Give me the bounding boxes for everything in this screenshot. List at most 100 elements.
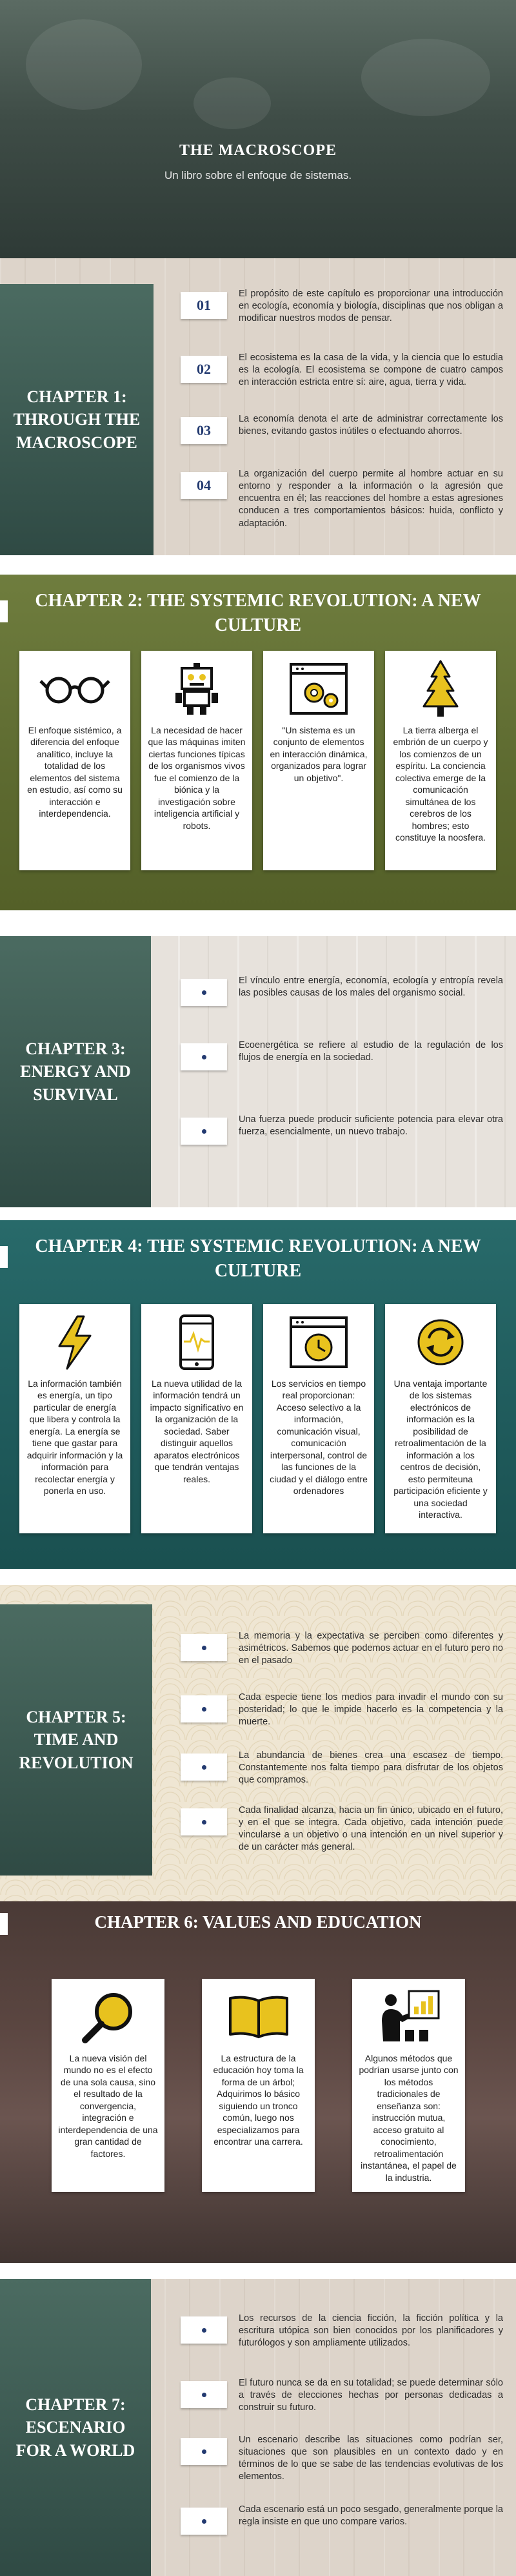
info-card: La información también es energía, un ti… [19, 1304, 130, 1533]
info-card: El enfoque sistémico, a diferencia del e… [19, 651, 130, 870]
book-icon [208, 1988, 308, 2046]
item-text: Una fuerza puede producir suficiente pot… [239, 1114, 503, 1138]
list-item: Cada finalidad alcanza, hacia un fin úni… [181, 1804, 503, 1854]
info-card: Los servicios en tiempo real proporciona… [263, 1304, 374, 1533]
chapter-7-section: CHAPTER 7: ESCENARIO FOR A WORLD Los rec… [0, 2279, 516, 2576]
list-item: 01 El propósito de este capítulo es prop… [181, 288, 503, 325]
info-card: La necesidad de hacer que las máquinas i… [141, 651, 252, 870]
bullet-marker [181, 1118, 227, 1145]
chapter-1-title: CHAPTER 1: THROUGH THE MACROSCOPE [0, 284, 154, 555]
info-card: "Un sistema es un conjunto de elementos … [263, 651, 374, 870]
item-number: 02 [181, 356, 227, 383]
card-text: La tierra alberga el embrión de un cuerp… [393, 725, 488, 843]
hero-banner: THE MACROSCOPE Un libro sobre el enfoque… [0, 0, 516, 258]
item-text: La abundancia de bienes crea una escasez… [239, 1750, 503, 1786]
info-card: Una ventaja importante de los sistemas e… [385, 1304, 496, 1533]
page-title: THE MACROSCOPE [179, 142, 337, 159]
chapter-4-section: CHAPTER 4: THE SYSTEMIC REVOLUTION: A NE… [0, 1220, 516, 1569]
info-card: La nueva utilidad de la información tend… [141, 1304, 252, 1533]
card-text: Una ventaja importante de los sistemas e… [393, 1378, 488, 1520]
bullet-marker [181, 1695, 227, 1722]
card-text: El enfoque sistémico, a diferencia del e… [27, 725, 123, 819]
hero-decor [361, 39, 490, 116]
bullet-marker [181, 1808, 227, 1835]
item-text: Cada escenario está un poco sesgado, gen… [239, 2504, 503, 2528]
chapter-5-section: CHAPTER 5: TIME AND REVOLUTION La memori… [0, 1585, 516, 1901]
list-item: Los recursos de la ciencia ficción, la f… [181, 2313, 503, 2349]
info-card: La estructura de la educación hoy toma l… [202, 1979, 315, 2192]
chapter-2-title: CHAPTER 2: THE SYSTEMIC REVOLUTION: A NE… [35, 591, 481, 635]
chapter-1-section: CHAPTER 1: THROUGH THE MACROSCOPE 01 El … [0, 258, 516, 555]
chapter-2-section: CHAPTER 2: THE SYSTEMIC REVOLUTION: A NE… [0, 575, 516, 910]
chapter-7-title: CHAPTER 7: ESCENARIO FOR A WORLD [0, 2279, 151, 2576]
bullet-marker [181, 2508, 227, 2535]
item-text: Cada especie tiene los medios para invad… [239, 1692, 503, 1728]
list-item: Una fuerza puede producir suficiente pot… [181, 1114, 503, 1145]
info-card: La nueva visión del mundo no es el efect… [52, 1979, 164, 2192]
cycle-arrows-icon [392, 1313, 490, 1371]
item-number: 01 [181, 292, 227, 319]
card-text: La nueva visión del mundo no es el efect… [58, 2053, 158, 2159]
presentation-icon [359, 1988, 459, 2046]
glasses-icon [26, 660, 124, 718]
item-text: Cada finalidad alcanza, hacia un fin úni… [239, 1805, 503, 1853]
list-item: Cada especie tiene los medios para invad… [181, 1692, 503, 1728]
item-text: Ecoenergética se refiere al estudio de l… [239, 1040, 503, 1063]
item-text: La economía denota el arte de administra… [239, 414, 503, 437]
item-text: Los recursos de la ciencia ficción, la f… [239, 2313, 503, 2349]
item-number: 03 [181, 417, 227, 444]
bullet-marker [181, 1043, 227, 1070]
bullet-marker [181, 2438, 227, 2465]
section-marker [0, 1913, 8, 1935]
card-text: "Un sistema es un conjunto de elementos … [270, 725, 368, 783]
chapter-6-section: CHAPTER 6: VALUES AND EDUCATION La nueva… [0, 1901, 516, 2263]
section-marker [0, 600, 8, 622]
list-item: 04 La organización del cuerpo permite al… [181, 468, 503, 530]
card-text: La información también es energía, un ti… [26, 1378, 123, 1497]
bullet-marker [181, 1753, 227, 1781]
chapter-4-title: CHAPTER 4: THE SYSTEMIC REVOLUTION: A NE… [35, 1236, 481, 1281]
list-item: Ecoenergética se refiere al estudio de l… [181, 1039, 503, 1070]
bullet-marker [181, 979, 227, 1006]
list-item: Un escenario describe las situaciones co… [181, 2434, 503, 2484]
list-item: El vínculo entre energía, economía, ecol… [181, 975, 503, 1006]
card-text: La estructura de la educación hoy toma l… [213, 2053, 304, 2147]
item-text: La memoria y la expectativa se perciben … [239, 1631, 503, 1666]
card-text: Algunos métodos que podrían usarse junto… [359, 2053, 459, 2183]
card-text: La nueva utilidad de la información tend… [150, 1378, 244, 1484]
section-marker [0, 1246, 8, 1268]
gears-icon [270, 660, 368, 718]
item-text: La organización del cuerpo permite al ho… [239, 469, 503, 529]
chapter-3-title: CHAPTER 3: ENERGY AND SURVIVAL [0, 936, 151, 1207]
item-text: El ecosistema es la casa de la vida, y l… [239, 353, 503, 388]
chapter-3-section: CHAPTER 3: ENERGY AND SURVIVAL El víncul… [0, 936, 516, 1207]
lightning-icon [26, 1313, 124, 1371]
card-text: Los servicios en tiempo real proporciona… [270, 1378, 368, 1497]
phone-pulse-icon [148, 1313, 246, 1371]
chapter-6-title: CHAPTER 6: VALUES AND EDUCATION [94, 1912, 422, 1932]
list-item: El futuro nunca se da en su totalidad; s… [181, 2377, 503, 2414]
item-text: El propósito de este capítulo es proporc… [239, 289, 503, 324]
hero-decor [26, 19, 142, 110]
bullet-marker [181, 2381, 227, 2408]
item-number: 04 [181, 472, 227, 499]
info-card: Algunos métodos que podrían usarse junto… [352, 1979, 465, 2192]
list-item: La abundancia de bienes crea una escasez… [181, 1750, 503, 1786]
list-item: La memoria y la expectativa se perciben … [181, 1630, 503, 1667]
page-subtitle: Un libro sobre el enfoque de sistemas. [164, 169, 352, 181]
hero-decor [194, 77, 271, 129]
list-item: 02 El ecosistema es la casa de la vida, … [181, 352, 503, 389]
magnifier-icon [58, 1988, 158, 2046]
item-text: El vínculo entre energía, economía, ecol… [239, 976, 503, 999]
card-text: La necesidad de hacer que las máquinas i… [148, 725, 246, 831]
list-item: Cada escenario está un poco sesgado, gen… [181, 2504, 503, 2535]
list-item: 03 La economía denota el arte de adminis… [181, 413, 503, 444]
browser-clock-icon [270, 1313, 368, 1371]
robot-icon [148, 660, 246, 718]
item-text: Un escenario describe las situaciones co… [239, 2435, 503, 2482]
bullet-marker [181, 1634, 227, 1661]
info-card: La tierra alberga el embrión de un cuerp… [385, 651, 496, 870]
chapter-5-title: CHAPTER 5: TIME AND REVOLUTION [0, 1604, 152, 1876]
item-text: El futuro nunca se da en su totalidad; s… [239, 2378, 503, 2413]
tree-icon [392, 660, 490, 718]
